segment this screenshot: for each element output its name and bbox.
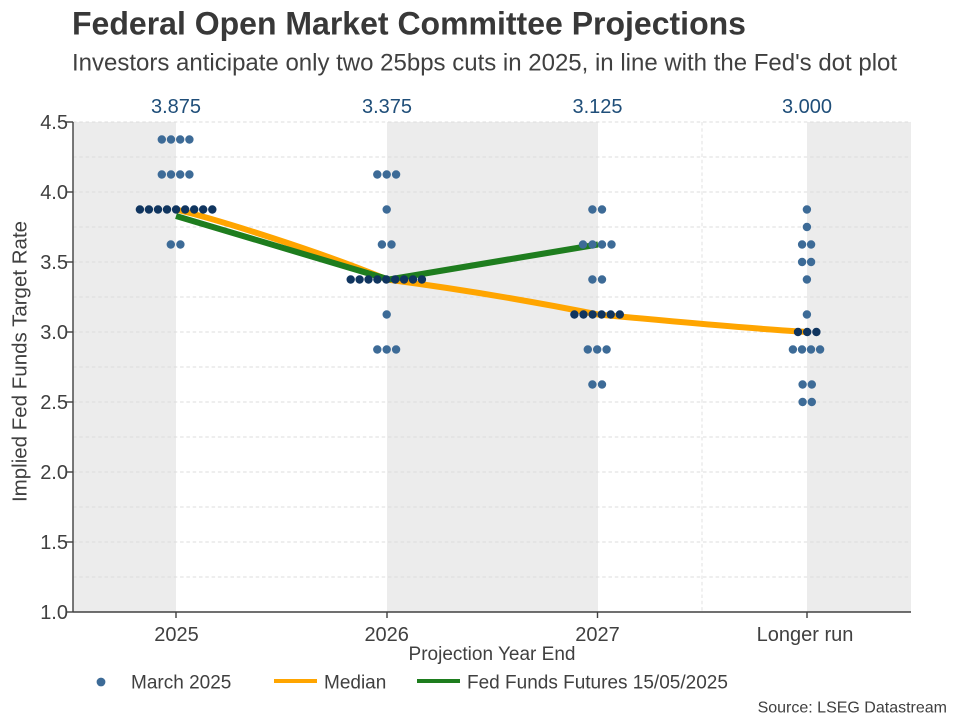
svg-text:Longer run: Longer run (757, 624, 854, 646)
svg-text:2.5: 2.5 (40, 392, 68, 414)
svg-text:Investors anticipate only two: Investors anticipate only two 25bps cuts… (72, 50, 897, 77)
svg-text:Federal Open Market Committee: Federal Open Market Committee Projection… (72, 6, 746, 42)
svg-text:Median: Median (324, 673, 386, 694)
svg-text:3.125: 3.125 (572, 96, 622, 118)
svg-text:3.000: 3.000 (782, 96, 832, 118)
svg-text:2025: 2025 (154, 624, 199, 646)
svg-text:Fed Funds Futures 15/05/2025: Fed Funds Futures 15/05/2025 (467, 673, 728, 694)
svg-text:3.5: 3.5 (40, 252, 68, 274)
svg-text:2.0: 2.0 (40, 462, 68, 484)
svg-text:4.5: 4.5 (40, 112, 68, 134)
svg-text:Implied Fed Funds Target Rate: Implied Fed Funds Target Rate (9, 221, 32, 502)
svg-text:3.375: 3.375 (362, 96, 412, 118)
svg-text:Projection Year End: Projection Year End (409, 644, 576, 665)
svg-text:2027: 2027 (575, 624, 620, 646)
svg-text:3.875: 3.875 (151, 96, 201, 118)
svg-text:Source: LSEG Datastream: Source: LSEG Datastream (758, 700, 947, 717)
svg-text:1.0: 1.0 (40, 602, 68, 624)
svg-text:4.0: 4.0 (40, 182, 68, 204)
svg-text:1.5: 1.5 (40, 532, 68, 554)
svg-text:March 2025: March 2025 (131, 673, 231, 694)
svg-text:3.0: 3.0 (40, 322, 68, 344)
svg-text:2026: 2026 (364, 624, 409, 646)
